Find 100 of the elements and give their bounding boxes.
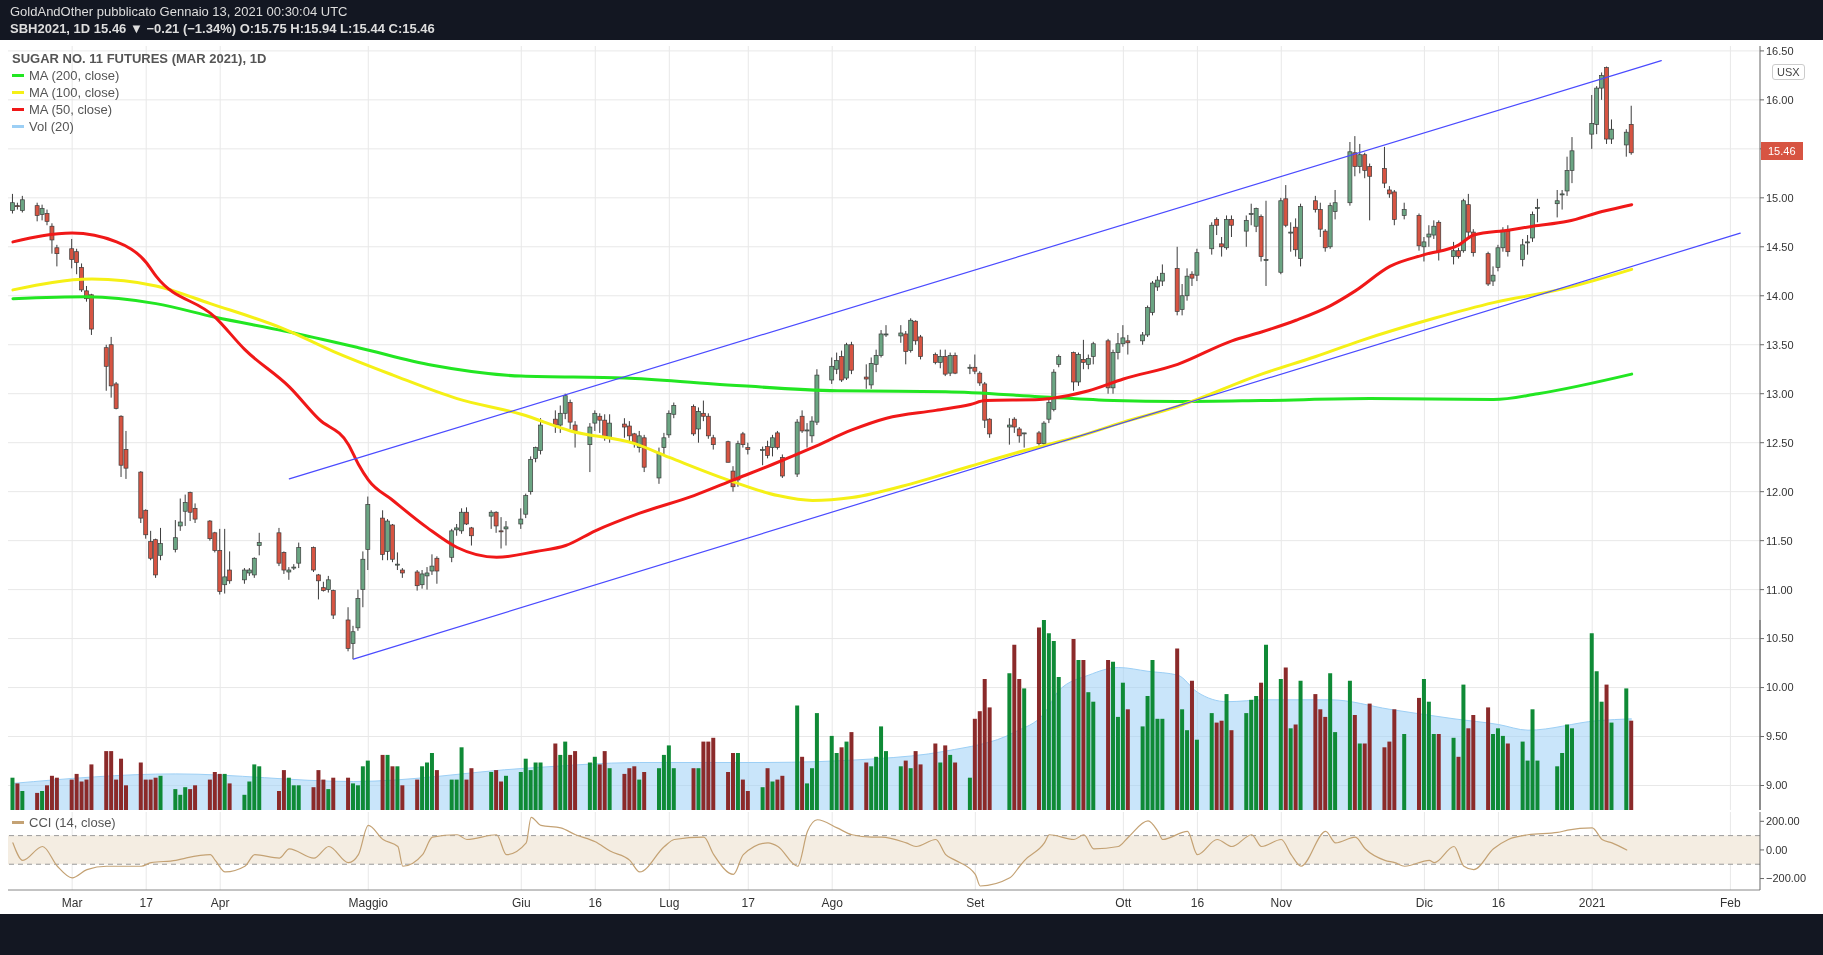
bar (1007, 673, 1012, 810)
legend-label: CCI (14, close) (29, 814, 116, 831)
bar (1071, 639, 1076, 810)
y-tick-label: −200.00 (1766, 872, 1807, 885)
bar (568, 754, 573, 810)
bar (602, 751, 607, 810)
candlestick (177, 498, 183, 532)
bar (1150, 659, 1155, 810)
bar (1486, 707, 1491, 810)
bar (1367, 703, 1372, 810)
x-tick-label: Feb (1720, 895, 1742, 910)
bar (281, 770, 286, 810)
bar (775, 779, 780, 810)
candlestick (1382, 146, 1387, 189)
bar (1451, 737, 1456, 810)
bar (898, 766, 903, 810)
bar (1313, 694, 1318, 810)
candlestick (829, 356, 835, 385)
bar (642, 772, 647, 810)
legend-label: Vol (20) (29, 118, 74, 135)
line-series (12, 816, 1628, 887)
bar (1629, 720, 1634, 810)
bar (1120, 682, 1125, 810)
bar (1288, 728, 1293, 810)
bar (1278, 678, 1283, 810)
bar (1456, 756, 1461, 810)
bar (15, 783, 20, 810)
bar (316, 770, 321, 810)
bar (380, 754, 385, 810)
x-tick-label: Maggio (348, 895, 389, 910)
bar (1604, 684, 1609, 810)
y-tick-label: 13.00 (1766, 387, 1794, 400)
candlestick (1288, 221, 1294, 253)
bar (948, 754, 953, 810)
bar (953, 762, 958, 810)
candlestick (1209, 221, 1215, 256)
bar (158, 775, 163, 810)
bar (864, 762, 869, 810)
bar (765, 768, 770, 810)
bar (227, 783, 232, 810)
bar (1209, 713, 1214, 810)
y-tick-label: 15.00 (1766, 191, 1794, 204)
bar (217, 773, 222, 810)
bar (1022, 688, 1027, 810)
bar (489, 772, 494, 810)
bar (1219, 720, 1224, 810)
bar (1461, 684, 1466, 810)
bar (20, 791, 25, 810)
bar (967, 777, 972, 810)
candlestick (316, 573, 321, 600)
candlestick (967, 363, 973, 375)
candlestick (172, 519, 178, 553)
bar (1259, 682, 1264, 810)
x-tick-label: Apr (210, 895, 230, 910)
bar (222, 773, 227, 810)
bar (1402, 734, 1407, 810)
y-tick-label: 16.00 (1766, 93, 1794, 106)
bar (400, 785, 405, 810)
bar (469, 768, 474, 810)
legend-label: MA (200, close) (29, 67, 120, 84)
candlestick (1525, 234, 1530, 256)
bar (735, 753, 740, 810)
bar (1180, 709, 1185, 810)
bar (760, 787, 765, 810)
x-tick-label: Set (966, 895, 985, 910)
bar (701, 741, 706, 810)
bar (1505, 743, 1510, 810)
bar (429, 753, 434, 810)
bar (331, 777, 336, 810)
candlestick (1090, 341, 1096, 365)
bar (40, 791, 45, 810)
bar (938, 762, 943, 810)
bar (503, 775, 508, 810)
bar (1530, 709, 1535, 810)
bar (1086, 692, 1091, 810)
x-tick-label: 16 (588, 895, 603, 910)
bar (1283, 667, 1288, 810)
bar (933, 743, 938, 810)
bar (1293, 724, 1298, 810)
bar (385, 754, 390, 810)
bar (1106, 659, 1111, 810)
y-tick-label: 10.50 (1766, 632, 1794, 645)
candlestick (523, 493, 529, 519)
x-tick-label: Giu (511, 895, 531, 910)
candlestick (311, 546, 316, 573)
bar (1194, 739, 1199, 810)
bar (849, 732, 854, 810)
bar (1175, 648, 1180, 810)
candlestick (1520, 238, 1525, 267)
bar (346, 777, 351, 810)
header-bar: GoldAndOther pubblicato Gennaio 13, 2021 00:30:04 UTC SBH2021, 1D 15.46 ▼ −0.21 (−1.34%) O:15.75 H:15.94 L:15.44 C:15.46 (0, 0, 1823, 40)
bar (494, 770, 499, 810)
x-tick-label: Dic (1415, 895, 1434, 910)
y-tick-label: 9.00 (1766, 779, 1788, 792)
y-tick-label: 12.50 (1766, 436, 1794, 449)
bar (1189, 680, 1194, 810)
legend-label: MA (50, close) (29, 101, 113, 118)
bar (10, 777, 15, 810)
bar (153, 777, 158, 810)
candlestick (256, 532, 262, 556)
